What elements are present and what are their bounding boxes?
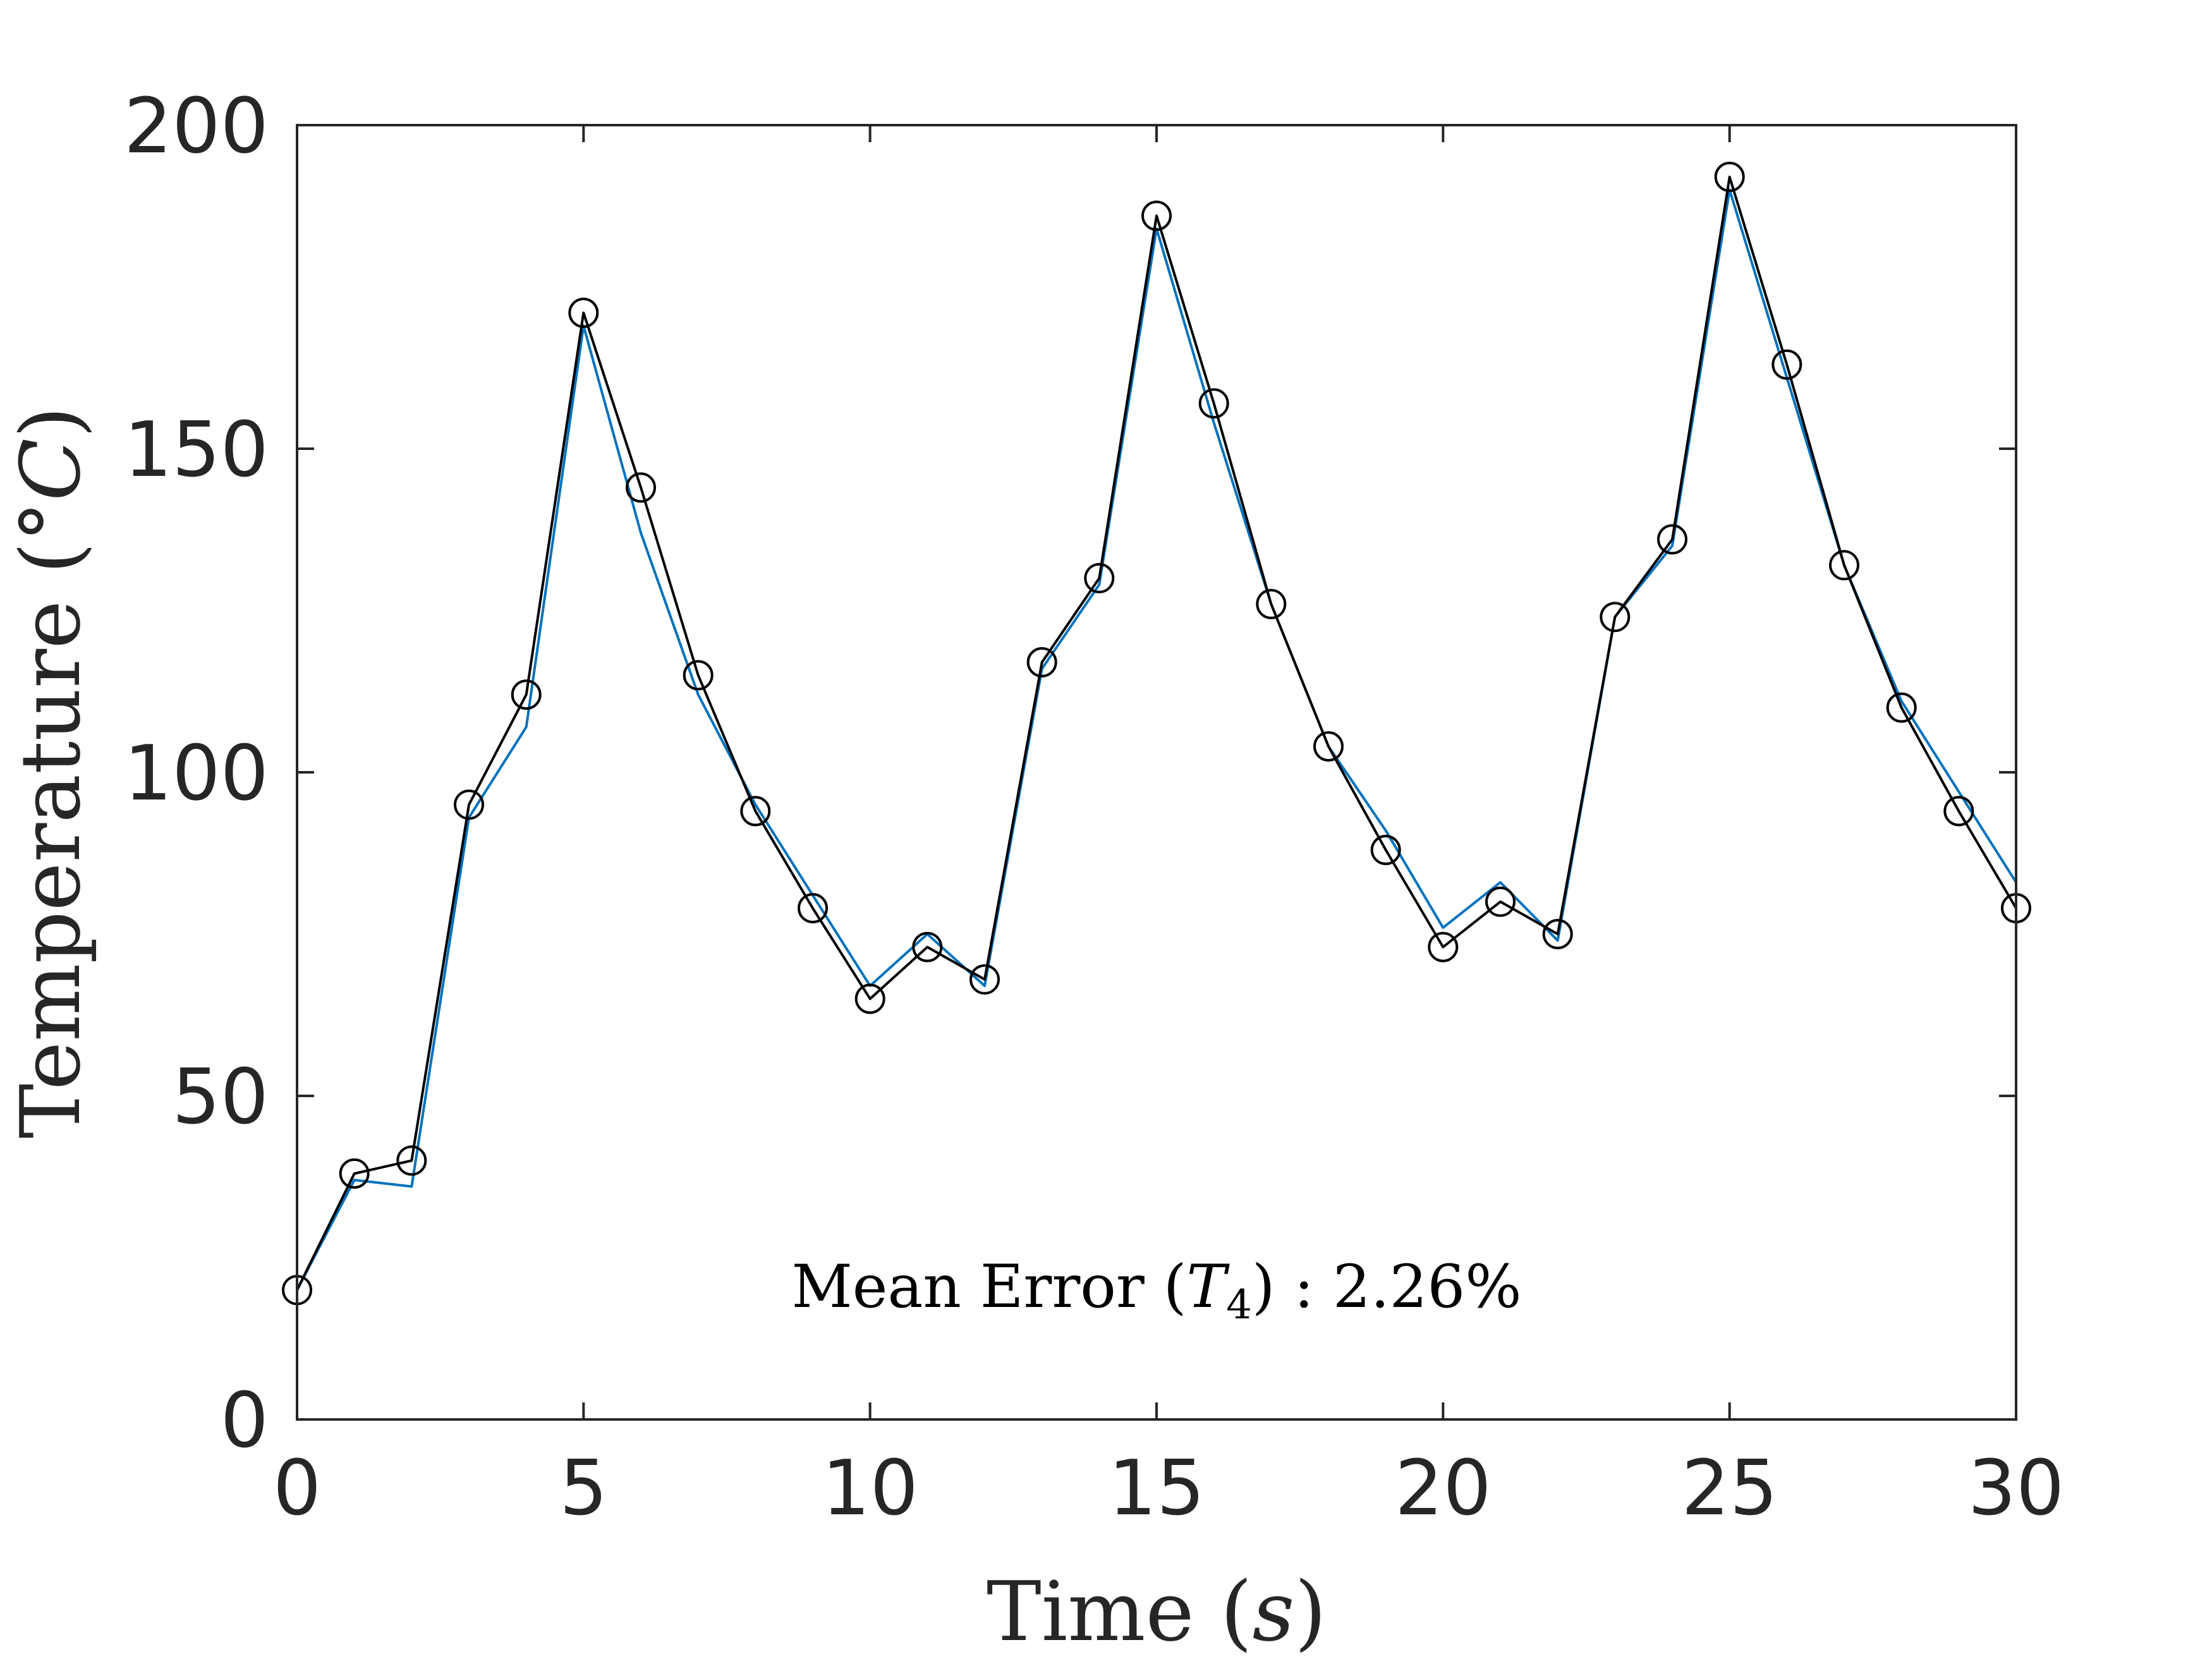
data-point-marker bbox=[912, 932, 943, 963]
data-point-marker bbox=[1657, 524, 1687, 555]
tick-layer bbox=[296, 124, 2017, 1421]
data-point-marker bbox=[1943, 796, 1974, 827]
data-point-marker bbox=[683, 660, 714, 691]
x-tick-label: 0 bbox=[273, 1445, 321, 1533]
data-point-marker bbox=[1026, 647, 1057, 678]
x-tick-label: 30 bbox=[1968, 1445, 2065, 1533]
data-point-marker bbox=[1485, 886, 1516, 917]
data-point-marker bbox=[396, 1145, 427, 1176]
x-tick-label: 25 bbox=[1681, 1445, 1778, 1533]
data-point-marker bbox=[854, 983, 885, 1014]
data-point-marker bbox=[1542, 919, 1573, 949]
data-point-marker bbox=[1084, 562, 1115, 593]
y-tick-label: 100 bbox=[124, 730, 269, 818]
y-tick-label: 200 bbox=[124, 83, 269, 171]
data-point-marker bbox=[740, 796, 771, 827]
y-tick-label: 0 bbox=[221, 1377, 269, 1465]
data-point-marker bbox=[798, 893, 828, 923]
data-point-marker bbox=[1198, 388, 1229, 419]
data-point-marker bbox=[339, 1158, 370, 1189]
x-tick-label: 5 bbox=[559, 1445, 607, 1533]
data-point-marker bbox=[969, 964, 1000, 995]
x-axis-title: Time (s) bbox=[987, 1564, 1327, 1659]
data-point-marker bbox=[1313, 731, 1344, 762]
y-axis-title: Temperature (°C) bbox=[3, 406, 99, 1139]
data-point-marker bbox=[1370, 834, 1401, 865]
data-point-marker bbox=[1714, 161, 1745, 192]
series-line-2 bbox=[296, 175, 2017, 1291]
data-point-marker bbox=[1256, 588, 1287, 619]
data-point-marker bbox=[568, 298, 599, 328]
x-tick-label: 10 bbox=[822, 1445, 918, 1533]
x-tick-label: 15 bbox=[1109, 1445, 1205, 1533]
y-tick-label: 50 bbox=[172, 1054, 269, 1141]
data-point-marker bbox=[1600, 602, 1631, 633]
data-point-marker bbox=[1829, 550, 1859, 581]
tick-label-layer: 0 5 10 15 20 25 30 0 50 100 150 200 bbox=[124, 83, 2064, 1533]
y-tick-label: 150 bbox=[124, 406, 269, 494]
x-tick-label: 20 bbox=[1395, 1445, 1492, 1533]
mean-error-annotation: Mean Error (T4) : 2.26% bbox=[791, 1253, 1521, 1328]
data-point-marker bbox=[1771, 349, 1802, 380]
marker-layer bbox=[282, 161, 2031, 1306]
data-point-marker bbox=[626, 472, 656, 503]
data-point-marker bbox=[1141, 200, 1172, 231]
data-point-marker bbox=[1428, 932, 1459, 963]
data-point-marker bbox=[511, 679, 542, 710]
data-point-marker bbox=[1886, 692, 1917, 723]
data-point-marker bbox=[454, 789, 484, 820]
